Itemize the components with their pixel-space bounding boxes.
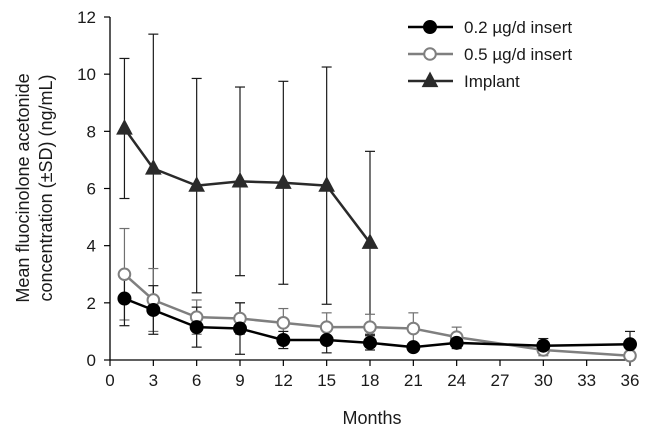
data-point [188, 176, 206, 192]
data-point [144, 159, 162, 175]
data-point [274, 173, 292, 189]
y-tick-label: 6 [87, 180, 96, 199]
legend-swatch-marker [423, 20, 437, 34]
y-axis-title-line-1: Mean fluocinolone acetonide [13, 73, 33, 302]
y-tick-label: 10 [77, 65, 96, 84]
data-point [623, 337, 637, 352]
data-point [116, 119, 133, 135]
data-point [117, 267, 132, 282]
data-point [233, 321, 247, 336]
legend-item: 0.5 µg/d insert [408, 45, 572, 64]
data-point [449, 335, 464, 350]
legend-swatch-marker [421, 71, 439, 88]
x-tick-label: 36 [621, 371, 640, 390]
data-point [189, 320, 204, 335]
legend-item: Implant [408, 71, 520, 91]
legend-swatch-marker [423, 47, 437, 61]
legend-item: 0.2 µg/d insert [408, 18, 572, 37]
data-point [363, 335, 377, 350]
x-tick-label: 24 [447, 371, 466, 390]
data-point [319, 320, 334, 334]
y-tick-label: 0 [87, 351, 96, 370]
axis-titles: Months Mean fluocinolone acetonide conce… [13, 73, 402, 428]
y-tick-label: 8 [87, 122, 96, 141]
data-point [231, 171, 249, 188]
data-point [117, 291, 132, 306]
data-point [146, 302, 161, 317]
axes [104, 16, 631, 366]
y-tick-label: 12 [77, 8, 96, 27]
data-point [276, 332, 291, 347]
x-tick-label: 21 [404, 371, 423, 390]
data-point [319, 332, 334, 347]
legend-label: Implant [464, 72, 520, 91]
data-point [363, 320, 377, 334]
data-point [406, 340, 421, 355]
x-tick-label: 12 [274, 371, 293, 390]
data-point [361, 233, 379, 249]
x-tick-label: 0 [105, 371, 114, 390]
x-tick-label: 18 [361, 371, 380, 390]
data-point [406, 321, 421, 336]
x-tick-label: 15 [317, 371, 336, 390]
y-tick-label: 4 [87, 237, 96, 256]
legend-label: 0.2 µg/d insert [464, 18, 572, 37]
x-tick-label: 6 [192, 371, 201, 390]
legend-label: 0.5 µg/d insert [464, 45, 572, 64]
x-tick-label: 3 [149, 371, 158, 390]
data-point [536, 338, 551, 353]
x-tick-label: 9 [235, 371, 244, 390]
x-tick-label: 33 [577, 371, 596, 390]
data-point [318, 176, 336, 192]
x-tick-label: 27 [491, 371, 510, 390]
data-point [276, 316, 291, 330]
series-markers [116, 119, 637, 363]
x-tick-label: 30 [534, 371, 553, 390]
legend: 0.2 µg/d insert 0.5 µg/d insert Implant [408, 18, 572, 91]
data-point [623, 348, 637, 363]
x-axis-title: Months [342, 408, 401, 428]
y-axis-title-line-2: concentration (±SD) (ng/mL) [36, 75, 56, 302]
y-tick-label: 2 [87, 294, 96, 313]
